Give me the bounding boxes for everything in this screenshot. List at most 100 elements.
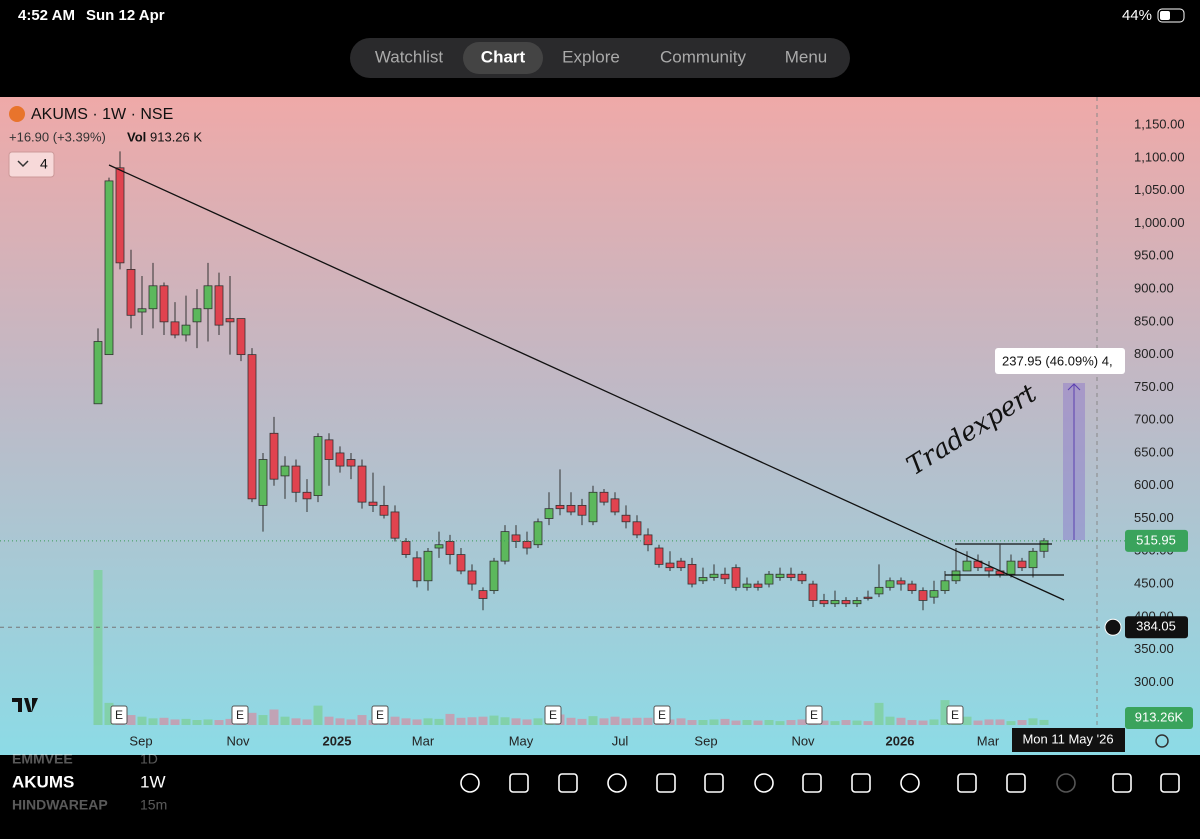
tool-icon[interactable] — [957, 773, 977, 793]
tool-icon[interactable] — [754, 773, 774, 793]
tool-icon[interactable] — [704, 773, 724, 793]
x-tick-label: Mar — [977, 733, 1000, 748]
watch-symbol[interactable]: AKUMS — [12, 772, 74, 791]
volume-bar — [775, 721, 785, 725]
earnings-marker[interactable] — [231, 705, 249, 725]
candle-body — [423, 550, 433, 582]
x-tick-label: Jul — [612, 733, 629, 748]
tool-icon[interactable] — [851, 773, 871, 793]
earnings-marker[interactable] — [371, 705, 389, 725]
tool-icon[interactable] — [1006, 773, 1026, 793]
candle-body — [610, 498, 620, 513]
settings-icon[interactable] — [1155, 734, 1169, 748]
candle-body — [379, 504, 389, 516]
candle-body — [896, 580, 906, 585]
date-label-box — [1012, 728, 1125, 752]
status-battery: 44% — [1122, 7, 1152, 24]
volume-bar — [302, 719, 312, 725]
candle-body — [929, 590, 939, 598]
volume-bar — [995, 719, 1005, 725]
volume-bar — [93, 570, 103, 725]
tool-icon[interactable] — [802, 773, 822, 793]
volume-bar — [973, 720, 983, 725]
candle-body — [368, 501, 378, 506]
volume-bar — [423, 718, 433, 725]
candle-body — [313, 436, 323, 496]
volume-bar — [170, 719, 180, 725]
volume-bar — [181, 718, 191, 725]
candle-body — [962, 560, 972, 572]
candle-body — [104, 180, 114, 356]
nav-tab[interactable]: Chart — [481, 47, 526, 66]
tool-icon[interactable] — [1112, 773, 1132, 793]
volume-bar — [797, 719, 807, 725]
watch-symbol[interactable]: HINDWAREAP — [12, 797, 108, 813]
tool-icon[interactable] — [900, 773, 920, 793]
watch-interval[interactable]: 15m — [140, 797, 167, 813]
candle-body — [137, 308, 147, 313]
tool-icon[interactable] — [460, 773, 480, 793]
earnings-marker[interactable] — [653, 705, 671, 725]
tool-icon[interactable] — [1056, 773, 1076, 793]
volume-label: 913.26K — [1135, 709, 1184, 724]
indicator-toggle[interactable] — [8, 151, 55, 178]
add-alert[interactable] — [1104, 618, 1122, 636]
volume-bar — [588, 716, 598, 725]
candle-body — [522, 541, 532, 549]
nav-tab[interactable]: Community — [660, 47, 746, 66]
volume-bar — [918, 720, 928, 725]
volume-bar — [929, 719, 939, 725]
candle-body — [511, 534, 521, 542]
candle-body — [742, 583, 752, 588]
volume-bar — [412, 719, 422, 725]
candle-body — [93, 341, 103, 405]
x-tick-label: Mar — [412, 733, 435, 748]
earnings-marker[interactable] — [946, 705, 964, 725]
candle-body — [544, 508, 554, 519]
y-tick-label: 700.00 — [1134, 412, 1174, 427]
y-tick-label: 800.00 — [1134, 346, 1174, 361]
candle-body — [148, 285, 158, 310]
watch-interval[interactable]: 1D — [140, 751, 158, 767]
earnings-label: E — [810, 708, 818, 722]
tool-icon[interactable] — [509, 773, 529, 793]
earnings-label: E — [115, 708, 123, 722]
watch-symbol[interactable]: EMMVEE — [12, 751, 73, 767]
candle-body — [797, 573, 807, 582]
candle-body — [335, 452, 345, 467]
earnings-marker[interactable] — [805, 705, 823, 725]
volume-bar — [280, 716, 290, 725]
tool-icon[interactable] — [656, 773, 676, 793]
candle-body — [753, 583, 763, 588]
nav-tab[interactable]: Explore — [562, 47, 620, 66]
nav-tab[interactable]: Menu — [785, 47, 828, 66]
candle-body — [687, 563, 697, 585]
volume-bar — [830, 721, 840, 725]
tool-icon[interactable] — [558, 773, 578, 793]
volume-bar — [434, 718, 444, 725]
earnings-label: E — [549, 708, 557, 722]
candle-body — [709, 573, 719, 578]
crosshair-price: 384.05 — [1136, 619, 1176, 634]
earnings-marker[interactable] — [544, 705, 562, 725]
earnings-marker[interactable] — [110, 705, 128, 725]
volume-bar — [148, 718, 158, 725]
candle-body — [170, 321, 180, 336]
candle-body — [808, 583, 818, 601]
volume-bar — [225, 718, 235, 725]
candle-body — [621, 514, 631, 523]
watch-interval[interactable]: 1W — [140, 772, 166, 791]
volume-bar — [742, 720, 752, 725]
crosshair-date: Mon 11 May '26 — [1022, 731, 1113, 746]
nav-tab[interactable]: Watchlist — [375, 47, 444, 66]
indicator-count: 4 — [40, 156, 48, 172]
tool-icon[interactable] — [607, 773, 627, 793]
tool-icon[interactable] — [1160, 773, 1180, 793]
volume-bar — [137, 716, 147, 725]
volume-bar — [709, 719, 719, 725]
watchlist: EMMVEE 1D AKUMS 1W HINDWAREAP 15m — [12, 751, 167, 813]
volume-bar — [533, 718, 543, 725]
volume-bar — [104, 702, 114, 725]
volume-bar — [247, 712, 257, 725]
